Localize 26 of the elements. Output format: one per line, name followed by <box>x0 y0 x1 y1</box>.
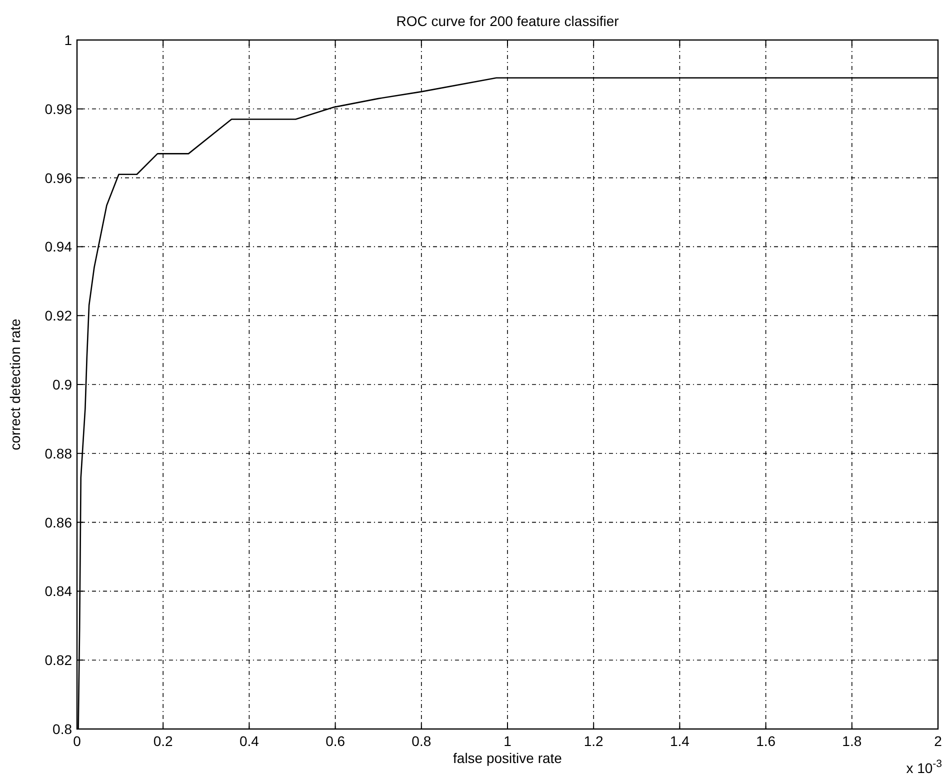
x-tick-label: 1.2 <box>584 733 604 749</box>
y-tick-label: 0.9 <box>52 376 72 392</box>
x-tick-label: 1.4 <box>670 733 690 749</box>
text: x 10$^{-3}$ <box>906 758 942 776</box>
x-tick-label: 0.8 <box>412 733 432 749</box>
y-tick-label: 0.98 <box>44 100 72 117</box>
y-tick-label: 0.88 <box>44 445 72 462</box>
y-tick-label: 0.84 <box>44 583 72 600</box>
y-tick-label: 0.82 <box>44 652 72 668</box>
chart-title: ROC curve for 200 feature classifier <box>396 13 620 29</box>
x-axis-title: false positive rate <box>453 750 562 766</box>
y-tick-label: 0.92 <box>44 308 72 324</box>
y-tick-label: 0.96 <box>44 170 72 186</box>
x-tick-label: 1 <box>504 733 512 749</box>
x-tick-label: 1.8 <box>842 733 862 749</box>
y-tick-label: 1 <box>64 32 72 48</box>
x-tick-label: 0.2 <box>153 733 174 749</box>
y-tick-label: 0.86 <box>44 514 72 530</box>
x-tick-label: 0.4 <box>239 733 260 749</box>
x-tick-label: 2 <box>934 733 942 749</box>
y-tick-label: 0.94 <box>44 238 72 255</box>
y-axis-title: correct detection rate <box>7 318 23 450</box>
x-tick-label: 0 <box>73 733 82 749</box>
y-tick-label: 0.8 <box>52 721 72 737</box>
x-tick-label: 1.6 <box>756 733 776 749</box>
x-tick-label: 0.6 <box>326 733 346 749</box>
